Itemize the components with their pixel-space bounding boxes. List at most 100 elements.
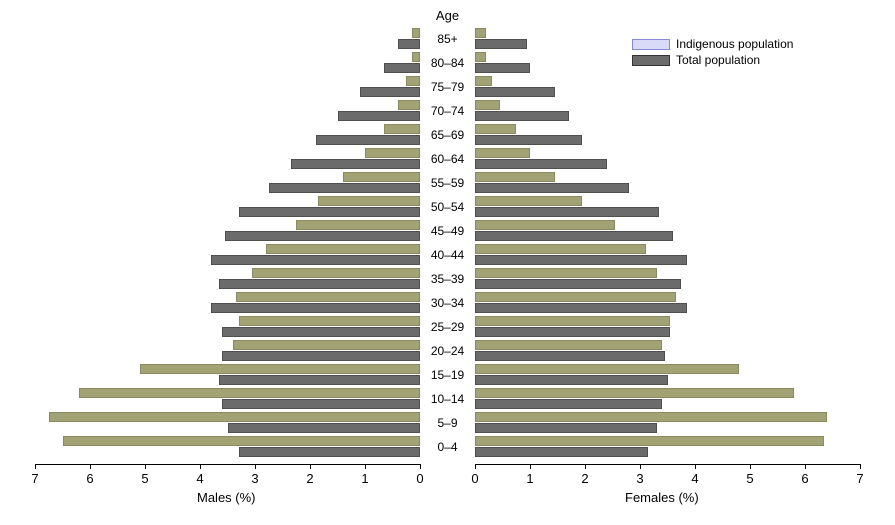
female-indigenous-bar (475, 148, 530, 158)
age-label: 45–49 (420, 224, 475, 238)
age-axis-title: Age (420, 8, 475, 23)
male-total-bar (398, 39, 420, 49)
age-label: 0–4 (420, 440, 475, 454)
female-axis-tick-label: 5 (746, 471, 753, 486)
female-indigenous-bar (475, 172, 555, 182)
male-total-bar (228, 423, 421, 433)
male-indigenous-bar (398, 100, 420, 110)
female-indigenous-bar (475, 412, 827, 422)
female-total-bar (475, 351, 665, 361)
age-label: 10–14 (420, 392, 475, 406)
male-total-bar (219, 375, 420, 385)
population-pyramid-chart: Age Indigenous population Total populati… (0, 0, 895, 525)
male-indigenous-bar (343, 172, 420, 182)
male-axis-tick-label: 7 (31, 471, 38, 486)
female-total-bar (475, 303, 687, 313)
age-label: 35–39 (420, 272, 475, 286)
female-indigenous-bar (475, 124, 516, 134)
female-indigenous-bar (475, 220, 615, 230)
female-indigenous-bar (475, 100, 500, 110)
female-axis-tick (640, 464, 641, 469)
female-axis-tick-label: 4 (691, 471, 698, 486)
legend-item-total: Total population (632, 52, 793, 68)
male-axis-title: Males (%) (197, 490, 256, 505)
age-label: 5–9 (420, 416, 475, 430)
female-total-bar (475, 87, 555, 97)
male-indigenous-bar (296, 220, 420, 230)
female-indigenous-bar (475, 340, 662, 350)
male-total-bar (384, 63, 420, 73)
female-total-bar (475, 135, 582, 145)
female-indigenous-bar (475, 436, 824, 446)
male-indigenous-bar (318, 196, 420, 206)
legend-label-total: Total population (676, 53, 760, 67)
legend-swatch-total (632, 55, 670, 66)
age-label: 50–54 (420, 200, 475, 214)
male-axis-tick (310, 464, 311, 469)
female-indigenous-bar (475, 364, 739, 374)
female-axis-line (475, 464, 860, 465)
female-total-bar (475, 279, 681, 289)
legend-swatch-indigenous (632, 39, 670, 50)
male-total-bar (239, 207, 421, 217)
male-indigenous-bar (412, 52, 420, 62)
male-indigenous-bar (239, 316, 421, 326)
male-total-bar (222, 327, 420, 337)
male-axis-tick-label: 0 (416, 471, 423, 486)
female-indigenous-bar (475, 388, 794, 398)
female-total-bar (475, 447, 648, 457)
male-indigenous-bar (63, 436, 421, 446)
age-label: 80–84 (420, 56, 475, 70)
male-total-bar (239, 447, 421, 457)
male-total-bar (211, 255, 420, 265)
legend-item-indigenous: Indigenous population (632, 36, 793, 52)
age-label: 85+ (420, 32, 475, 46)
male-axis-tick (420, 464, 421, 469)
male-axis-tick-label: 6 (86, 471, 93, 486)
female-total-bar (475, 111, 569, 121)
age-label: 40–44 (420, 248, 475, 262)
male-axis-line (35, 464, 420, 465)
female-total-bar (475, 39, 527, 49)
male-indigenous-bar (233, 340, 420, 350)
male-indigenous-bar (49, 412, 420, 422)
female-total-bar (475, 207, 659, 217)
female-axis-tick (585, 464, 586, 469)
female-axis-tick-label: 1 (526, 471, 533, 486)
female-total-bar (475, 327, 670, 337)
male-axis-tick-label: 1 (361, 471, 368, 486)
age-label: 30–34 (420, 296, 475, 310)
female-indigenous-bar (475, 292, 676, 302)
age-label: 75–79 (420, 80, 475, 94)
female-indigenous-bar (475, 76, 492, 86)
male-indigenous-bar (412, 28, 420, 38)
female-axis-tick (695, 464, 696, 469)
age-label: 55–59 (420, 176, 475, 190)
age-label: 70–74 (420, 104, 475, 118)
male-total-bar (211, 303, 420, 313)
male-total-bar (219, 279, 420, 289)
female-indigenous-bar (475, 316, 670, 326)
male-axis-tick (145, 464, 146, 469)
female-indigenous-bar (475, 28, 486, 38)
female-axis-title: Females (%) (625, 490, 699, 505)
legend: Indigenous population Total population (632, 36, 793, 68)
male-indigenous-bar (266, 244, 420, 254)
male-indigenous-bar (406, 76, 420, 86)
age-label: 60–64 (420, 152, 475, 166)
female-axis-tick (530, 464, 531, 469)
female-indigenous-bar (475, 196, 582, 206)
female-axis-tick-label: 2 (581, 471, 588, 486)
female-axis-tick-label: 6 (801, 471, 808, 486)
female-total-bar (475, 399, 662, 409)
male-total-bar (222, 351, 420, 361)
male-axis-tick (255, 464, 256, 469)
female-total-bar (475, 231, 673, 241)
age-label: 25–29 (420, 320, 475, 334)
female-axis-tick (805, 464, 806, 469)
male-indigenous-bar (384, 124, 420, 134)
female-total-bar (475, 423, 657, 433)
male-total-bar (316, 135, 421, 145)
female-axis-tick-label: 3 (636, 471, 643, 486)
legend-label-indigenous: Indigenous population (676, 37, 793, 51)
